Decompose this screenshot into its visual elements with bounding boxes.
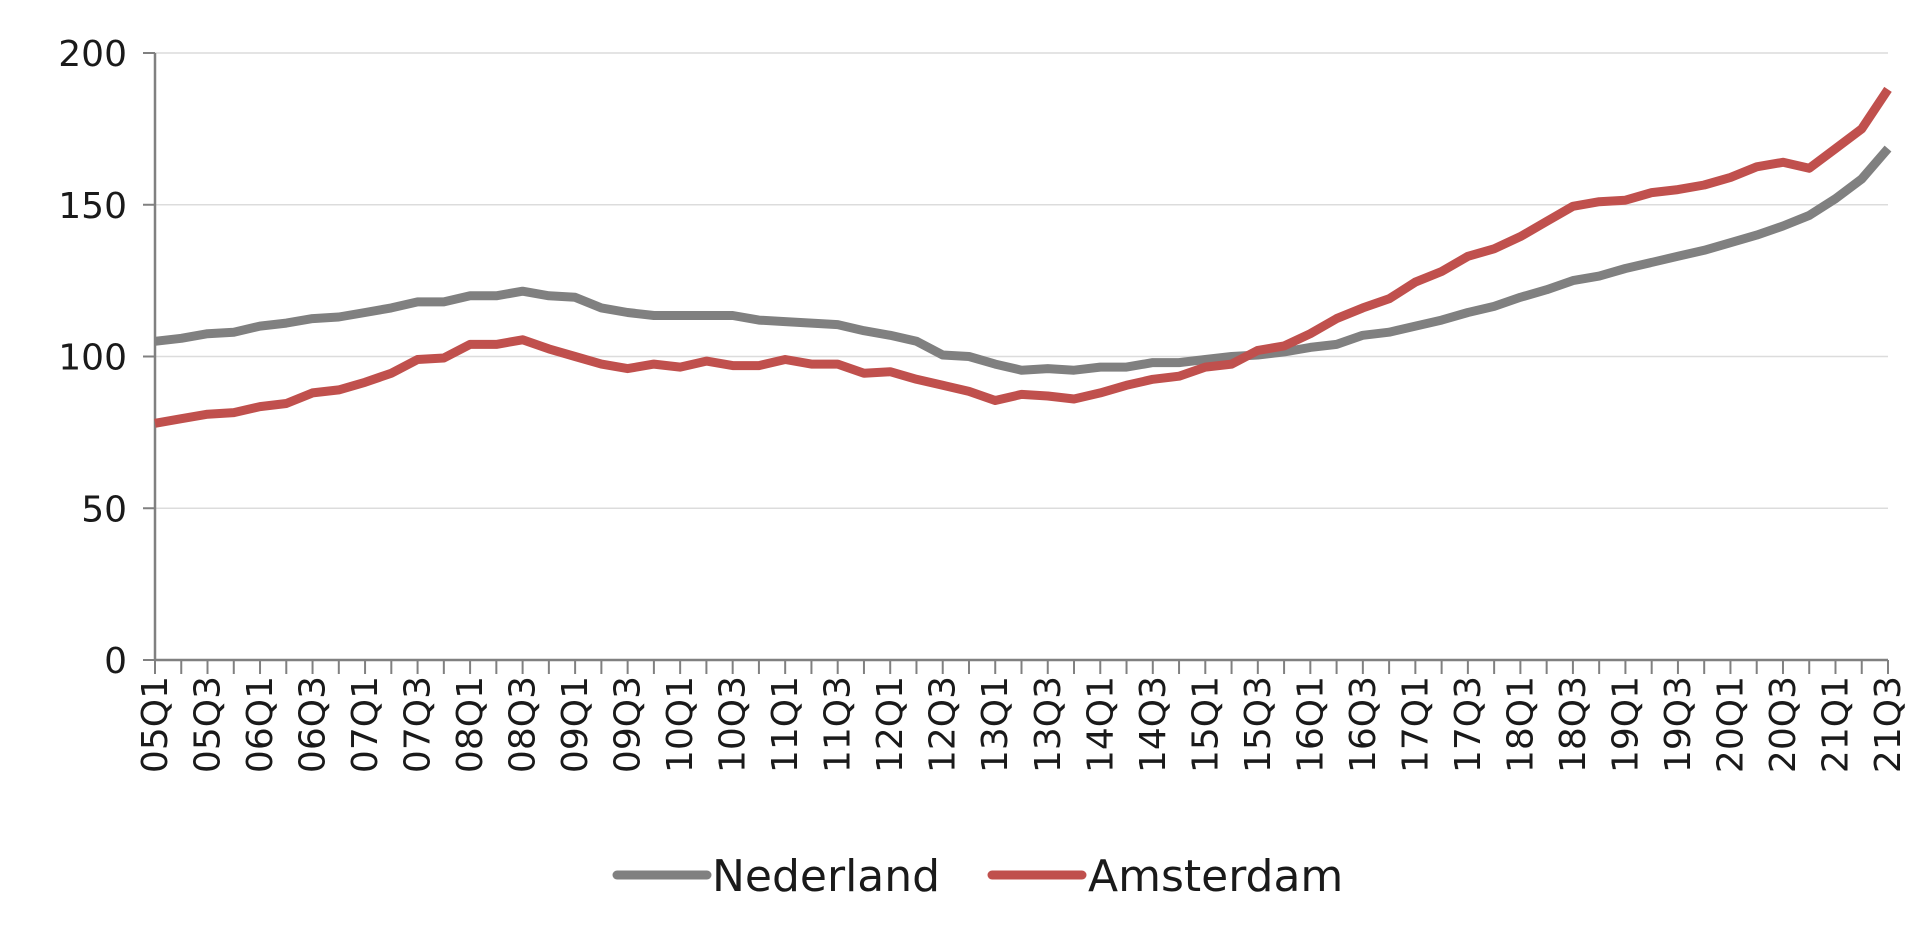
x-tick-label: 09Q3 — [608, 676, 649, 773]
x-tick-label: 21Q3 — [1868, 676, 1909, 773]
x-tick-label: 11Q3 — [818, 676, 859, 773]
x-tick-label: 10Q1 — [660, 676, 701, 773]
y-tick-label: 100 — [58, 338, 127, 379]
x-tick-label: 07Q1 — [345, 676, 386, 773]
x-tick-label: 21Q1 — [1815, 676, 1856, 773]
x-tick-label: 10Q3 — [713, 676, 754, 773]
series-lines — [154, 86, 1892, 428]
x-tick-label: 19Q1 — [1605, 676, 1646, 773]
x-tick-label: 13Q1 — [975, 676, 1016, 773]
x-tick-label: 16Q1 — [1290, 676, 1331, 773]
y-tick-label: 200 — [58, 34, 127, 75]
x-tick-label: 17Q1 — [1395, 676, 1436, 773]
legend: Nederland Amsterdam — [612, 851, 1343, 902]
x-tick-label: 06Q1 — [240, 676, 281, 773]
x-tick-label: 12Q1 — [870, 676, 911, 773]
x-tick-label: 18Q3 — [1553, 676, 1594, 773]
x-tick-label: 16Q3 — [1343, 676, 1384, 773]
y-tick-label: 0 — [104, 641, 127, 682]
x-tick-label: 13Q3 — [1028, 676, 1069, 773]
x-tick-label: 20Q3 — [1763, 676, 1804, 773]
x-tick-label: 19Q3 — [1658, 676, 1699, 773]
x-tick-label: 05Q3 — [188, 676, 229, 773]
x-axis: 05Q1 05Q3 06Q1 06Q3 07Q1 07Q3 08Q1 08Q3 09Q1 09Q3… — [135, 658, 1909, 773]
x-tick-label: 08Q1 — [450, 676, 491, 773]
legend-label: Nederland — [712, 851, 940, 902]
y-axis: 0 50 100 150 200 — [58, 34, 157, 682]
x-tick-label: 14Q3 — [1133, 676, 1174, 773]
x-tick-label: 07Q3 — [398, 676, 439, 773]
x-tick-label: 11Q1 — [765, 676, 806, 773]
y-tick-label: 50 — [81, 489, 127, 530]
series-line-amsterdam — [154, 86, 1892, 428]
series-line-nederland — [154, 145, 1892, 375]
x-tick-label: 17Q3 — [1448, 676, 1489, 773]
x-tick-label: 15Q3 — [1238, 676, 1279, 773]
gridlines — [155, 52, 1888, 509]
legend-label: Amsterdam — [1088, 851, 1343, 902]
x-tick-label: 08Q3 — [503, 676, 544, 773]
x-tick-label: 06Q3 — [293, 676, 334, 773]
x-tick-label: 20Q1 — [1710, 676, 1751, 773]
y-tick-label: 150 — [58, 186, 127, 227]
x-tick-label: 18Q1 — [1500, 676, 1541, 773]
x-tick-label: 15Q1 — [1185, 676, 1226, 773]
x-tick-label: 12Q3 — [923, 676, 964, 773]
x-tick-label: 05Q1 — [135, 676, 176, 773]
x-tick-label: 14Q1 — [1080, 676, 1121, 773]
x-tick-label: 09Q1 — [555, 676, 596, 773]
